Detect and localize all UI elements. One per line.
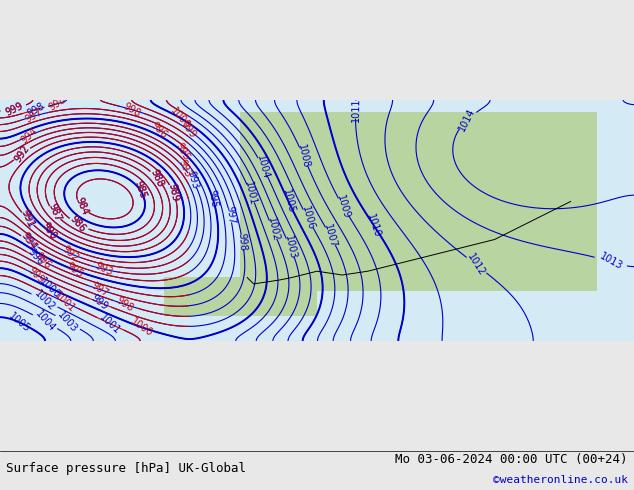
Text: 1001: 1001: [98, 312, 122, 336]
Text: 999: 999: [89, 293, 110, 312]
Text: 998: 998: [47, 95, 68, 113]
Text: 989: 989: [166, 182, 180, 202]
Text: 996: 996: [26, 247, 46, 268]
Text: 1012: 1012: [466, 252, 488, 278]
Text: 997: 997: [89, 280, 110, 299]
Text: 1001: 1001: [53, 290, 77, 315]
Text: 1003: 1003: [56, 310, 80, 335]
Text: 998: 998: [115, 295, 136, 314]
Text: 994: 994: [19, 231, 38, 251]
Text: 994: 994: [19, 125, 39, 146]
Text: 1014: 1014: [456, 107, 477, 133]
Text: 994: 994: [20, 231, 39, 252]
Text: 1007: 1007: [323, 223, 339, 249]
Text: 1010: 1010: [365, 213, 382, 239]
Text: 1002: 1002: [32, 288, 57, 313]
Text: 1000: 1000: [169, 105, 192, 130]
Text: 998: 998: [237, 232, 249, 251]
Text: 996: 996: [32, 250, 53, 271]
Text: 992: 992: [12, 144, 31, 165]
Text: 987: 987: [46, 202, 63, 223]
Text: 990: 990: [40, 221, 59, 242]
Text: 985: 985: [133, 179, 148, 200]
Text: 990: 990: [40, 221, 59, 242]
Text: 999: 999: [4, 100, 25, 118]
Text: 1002: 1002: [266, 217, 280, 243]
Text: 1005: 1005: [281, 188, 296, 215]
Text: 993: 993: [185, 170, 200, 190]
Text: 999: 999: [26, 265, 46, 285]
Text: 993: 993: [176, 158, 193, 179]
Text: 992: 992: [12, 144, 31, 165]
Text: 1000: 1000: [129, 316, 155, 339]
Text: 1006: 1006: [300, 205, 316, 232]
Text: 1004: 1004: [255, 154, 271, 180]
Text: 1001: 1001: [243, 180, 258, 206]
Text: 989: 989: [166, 182, 180, 202]
Text: 997: 997: [224, 205, 236, 225]
Text: 998: 998: [25, 101, 46, 119]
Text: 999: 999: [4, 100, 25, 118]
Text: 1008: 1008: [296, 144, 311, 170]
Text: 984: 984: [73, 196, 89, 217]
Text: 1011: 1011: [351, 98, 361, 122]
Text: 1004: 1004: [34, 309, 57, 334]
Text: ©weatheronline.co.uk: ©weatheronline.co.uk: [493, 475, 628, 485]
Text: 995: 995: [64, 261, 85, 280]
Text: 986: 986: [68, 214, 88, 234]
Text: Mo 03-06-2024 00:00 UTC (00+24): Mo 03-06-2024 00:00 UTC (00+24): [395, 452, 628, 466]
Text: 1003: 1003: [283, 235, 298, 261]
Text: Surface pressure [hPa] UK-Global: Surface pressure [hPa] UK-Global: [6, 462, 247, 475]
Text: 986: 986: [68, 214, 88, 234]
Text: 999: 999: [179, 120, 198, 140]
Text: 987: 987: [46, 202, 63, 223]
Text: 988: 988: [148, 167, 165, 188]
Text: 995: 995: [174, 141, 191, 162]
Text: 988: 988: [148, 167, 165, 188]
Text: 996: 996: [149, 120, 169, 140]
Text: 984: 984: [73, 196, 89, 217]
Text: 1009: 1009: [335, 194, 352, 221]
Text: 998: 998: [122, 101, 143, 119]
Text: 992: 992: [60, 244, 81, 263]
Text: 1005: 1005: [6, 311, 32, 334]
Text: 985: 985: [133, 179, 148, 200]
Text: 991: 991: [19, 209, 36, 229]
Text: 997: 997: [23, 107, 44, 125]
Text: 995: 995: [206, 189, 219, 208]
Text: 991: 991: [19, 208, 36, 229]
Text: 993: 993: [94, 261, 115, 278]
Text: 1013: 1013: [597, 251, 624, 272]
Text: 1000: 1000: [37, 276, 61, 300]
